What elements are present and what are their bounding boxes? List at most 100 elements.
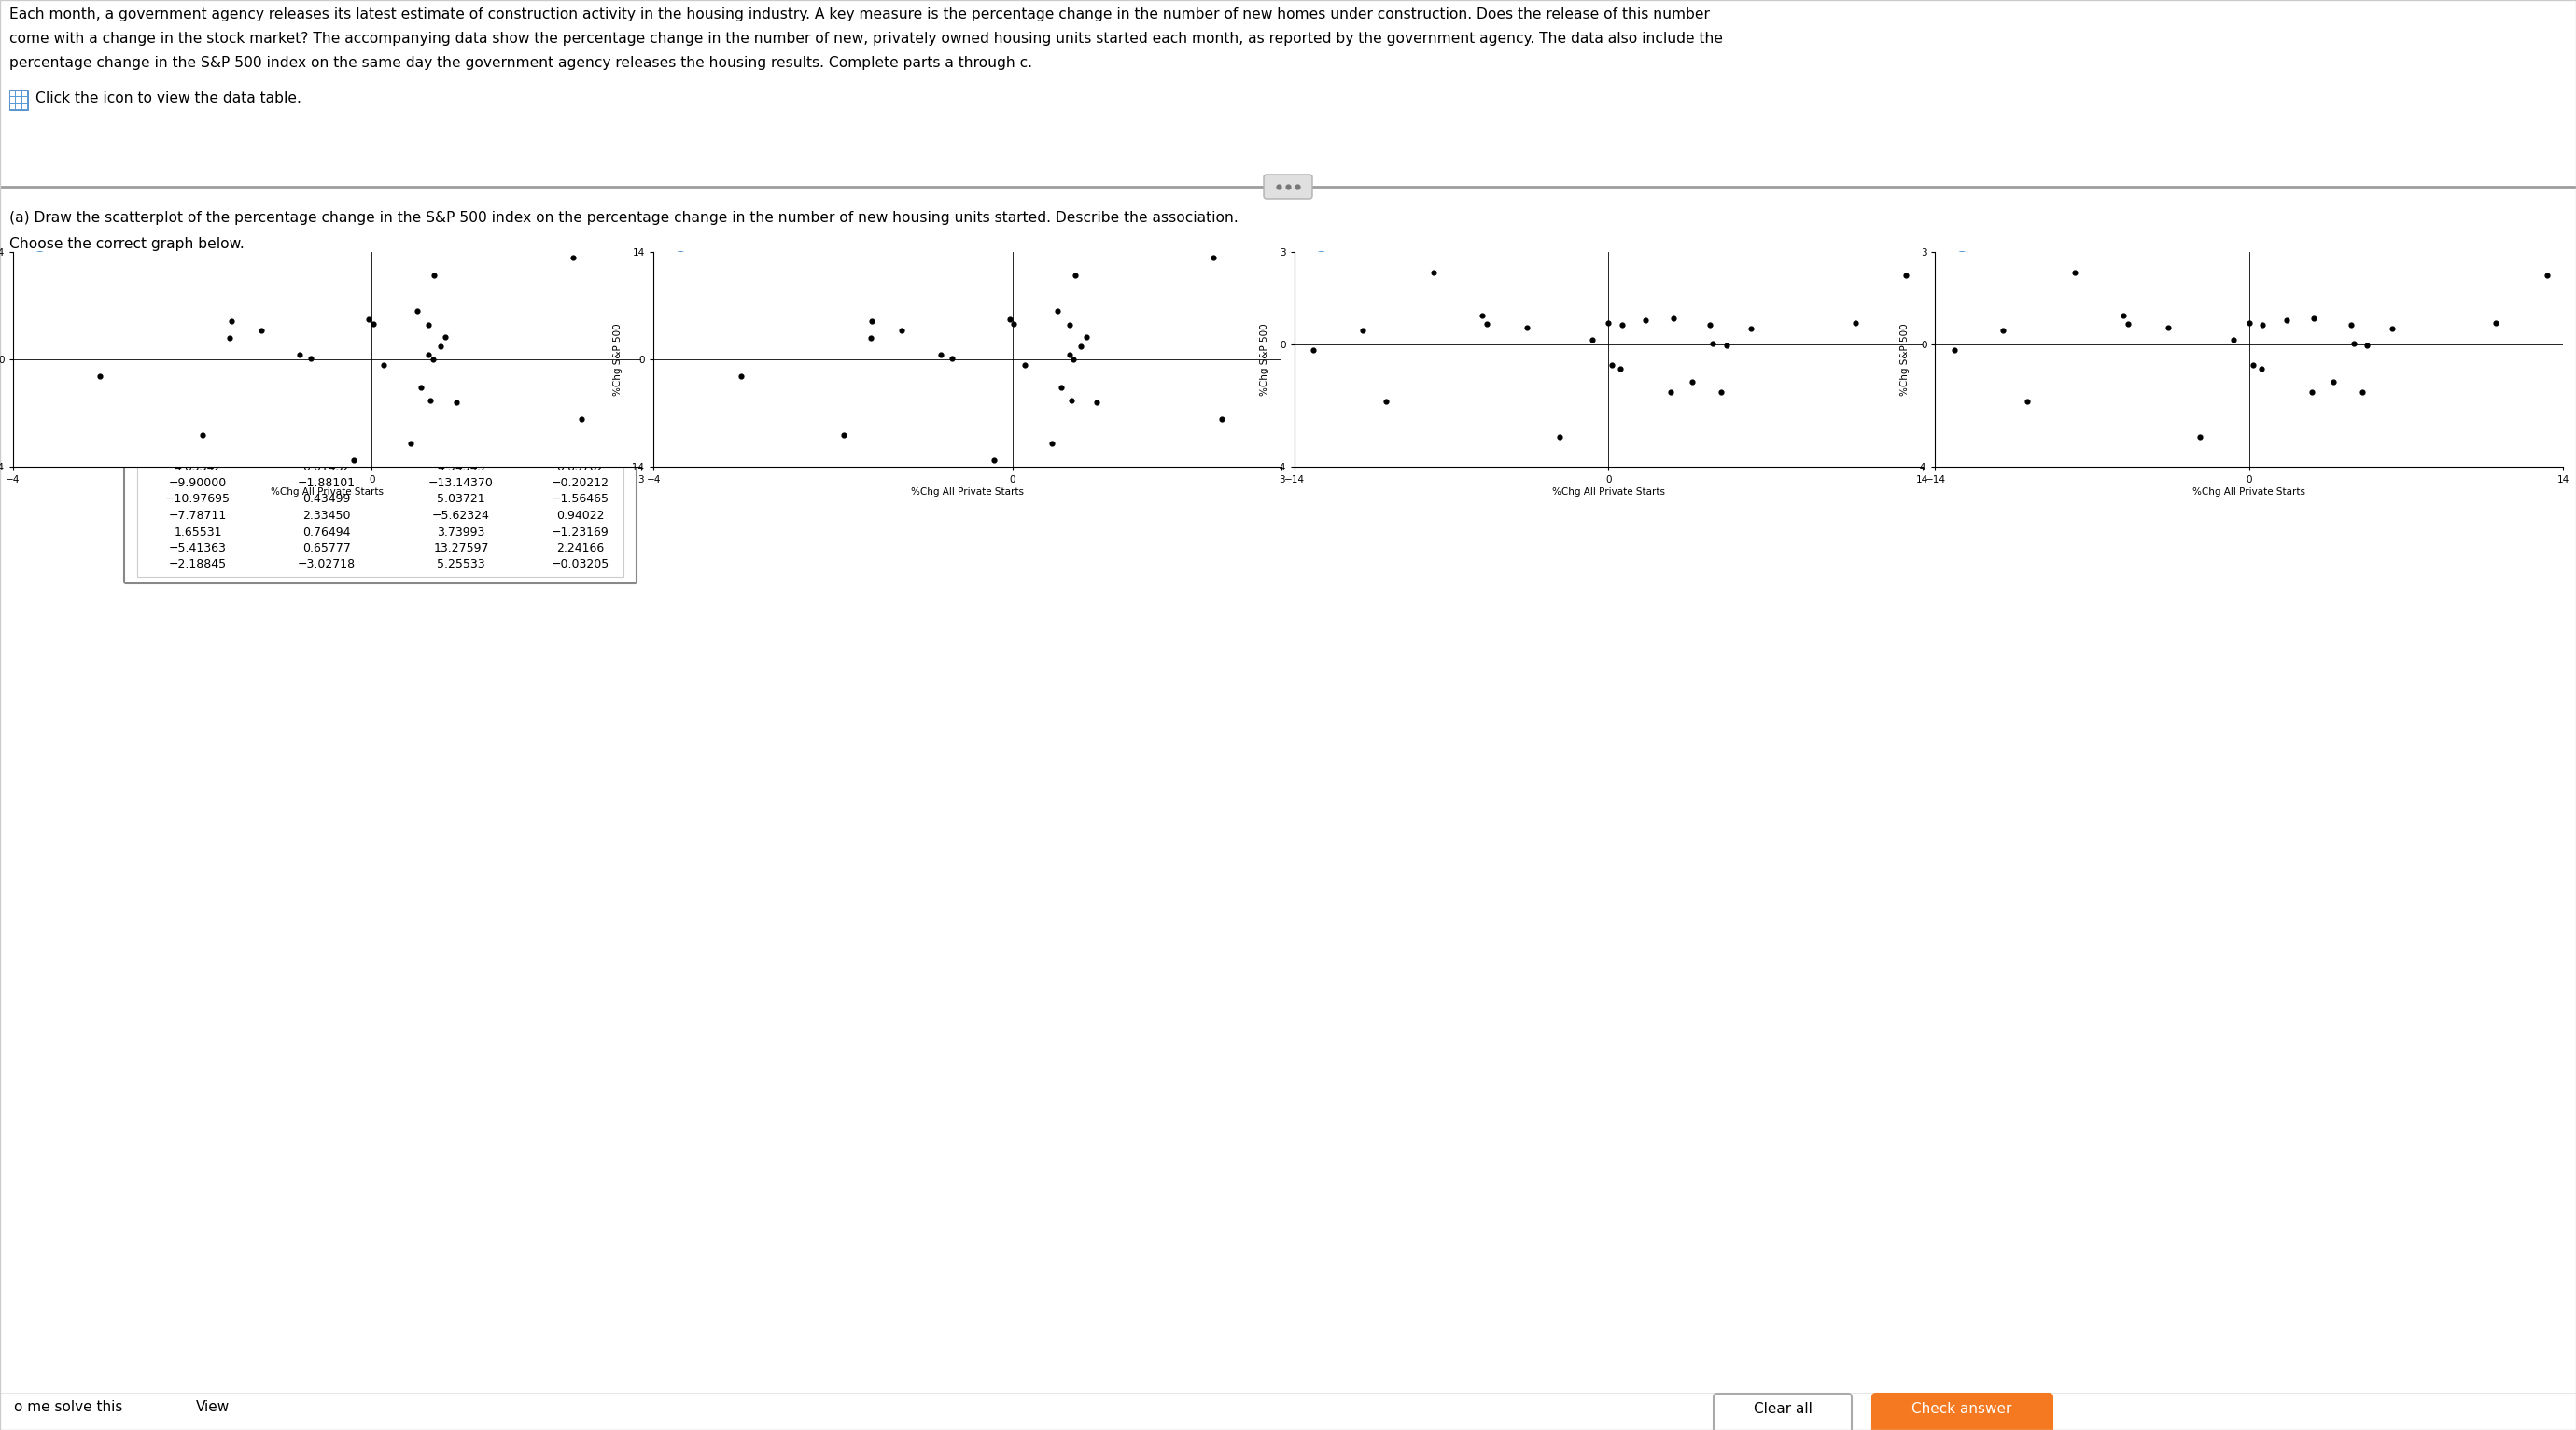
Point: [2331, 313, 2372, 336]
Circle shape: [1955, 252, 1971, 267]
Text: 0.68297: 0.68297: [301, 428, 350, 440]
Point: [2102, 303, 2143, 326]
Text: −: −: [585, 296, 598, 313]
Text: 0.50632: 0.50632: [301, 445, 350, 456]
Circle shape: [1213, 265, 1236, 286]
Text: Click the icon to view the data table.: Click the icon to view the data table.: [36, 92, 301, 106]
Text: −10.97695: −10.97695: [165, 493, 229, 505]
Point: [2228, 312, 2269, 335]
Point: [989, 307, 1030, 330]
Point: [1293, 339, 1334, 362]
Y-axis label: %Chg S&P 500: %Chg S&P 500: [1260, 323, 1270, 396]
Point: [332, 449, 374, 472]
Text: C.: C.: [1334, 252, 1352, 267]
Point: [209, 326, 250, 349]
Point: [399, 376, 440, 399]
Point: [1038, 299, 1079, 322]
Point: [2313, 370, 2354, 393]
Circle shape: [1213, 292, 1236, 315]
Point: [1935, 339, 1976, 362]
Text: 0.65777: 0.65777: [301, 542, 350, 555]
FancyBboxPatch shape: [1873, 1394, 2053, 1430]
Text: Percent Change: Percent Change: [276, 350, 368, 363]
Point: [562, 408, 603, 430]
Text: 5.03721: 5.03721: [438, 493, 484, 505]
Point: [2342, 380, 2383, 403]
Point: [2241, 313, 2282, 336]
Text: Clear all: Clear all: [1754, 1401, 1811, 1416]
Point: [1051, 389, 1092, 412]
Text: −1.23169: −1.23169: [551, 526, 611, 538]
Point: [1651, 380, 1692, 403]
Text: A.: A.: [54, 252, 72, 267]
Text: 5.25533: 5.25533: [438, 559, 484, 571]
Text: −1.56465: −1.56465: [551, 493, 611, 505]
Text: Percent Change of: Percent Change of: [404, 350, 510, 363]
Point: [348, 307, 389, 330]
Text: 0.63702: 0.63702: [556, 460, 605, 473]
Point: [1342, 319, 1383, 342]
Text: −9.90000: −9.90000: [170, 478, 227, 489]
Text: 2.24166: 2.24166: [556, 542, 605, 555]
Bar: [574, 325, 595, 339]
Point: [551, 246, 592, 269]
Point: [2347, 333, 2388, 356]
Point: [407, 343, 448, 366]
Point: [412, 347, 453, 370]
Point: [2107, 312, 2148, 335]
Point: [420, 335, 461, 358]
Point: [1886, 265, 1927, 287]
Bar: [10, 90, 15, 96]
Text: Percent Change of: Percent Change of: [142, 350, 250, 363]
Text: 2.33450: 2.33450: [301, 509, 350, 522]
Point: [240, 319, 281, 342]
Circle shape: [1855, 265, 1878, 286]
Point: [1466, 312, 1507, 335]
Text: come with a change in the stock market? The accompanying data show the percentag: come with a change in the stock market? …: [10, 31, 1723, 46]
Text: −2.18845: −2.18845: [170, 559, 227, 571]
Point: [397, 299, 438, 322]
Point: [1200, 408, 1242, 430]
X-axis label: %Chg All Private Starts: %Chg All Private Starts: [2192, 488, 2306, 496]
Point: [1048, 313, 1090, 336]
Circle shape: [574, 265, 595, 286]
Text: 0.54648: 0.54648: [301, 412, 350, 423]
Text: View: View: [196, 1400, 229, 1414]
X-axis label: %Chg All Private Starts: %Chg All Private Starts: [270, 488, 384, 496]
Bar: [10, 97, 15, 103]
Text: 11.00218: 11.00218: [433, 412, 489, 423]
Point: [2233, 353, 2275, 376]
Point: [2267, 309, 2308, 332]
FancyBboxPatch shape: [1265, 174, 1311, 199]
X-axis label: %Chg All Private Starts: %Chg All Private Starts: [1551, 488, 1664, 496]
Point: [1731, 317, 1772, 340]
Bar: [577, 295, 626, 315]
Point: [1600, 358, 1641, 380]
Bar: [23, 97, 28, 103]
Point: [2527, 265, 2568, 287]
Text: B.: B.: [693, 252, 711, 267]
Text: 0.13485: 0.13485: [556, 428, 605, 440]
Point: [80, 365, 121, 388]
Point: [1692, 332, 1734, 355]
Point: [1700, 380, 1741, 403]
Circle shape: [2496, 292, 2519, 315]
Bar: [1216, 325, 1234, 339]
Text: 0.69842: 0.69842: [556, 412, 605, 423]
Point: [1041, 376, 1082, 399]
Point: [1592, 353, 1633, 376]
Bar: [623, 335, 634, 343]
Text: 0.60362: 0.60362: [173, 379, 222, 390]
Text: percentage change in the S&P 500 index on the same day the government agency rel: percentage change in the S&P 500 index o…: [10, 56, 1033, 70]
Text: 0.63541: 0.63541: [301, 379, 350, 390]
Point: [291, 346, 332, 369]
Point: [920, 343, 961, 366]
Text: 0.00000: 0.00000: [173, 428, 222, 440]
Text: −0.70671: −0.70671: [433, 428, 489, 440]
Point: [1005, 353, 1046, 376]
Text: o me solve this: o me solve this: [13, 1400, 124, 1414]
Point: [1066, 326, 1108, 349]
Bar: [10, 104, 15, 110]
Point: [1705, 333, 1747, 356]
Point: [850, 326, 891, 349]
